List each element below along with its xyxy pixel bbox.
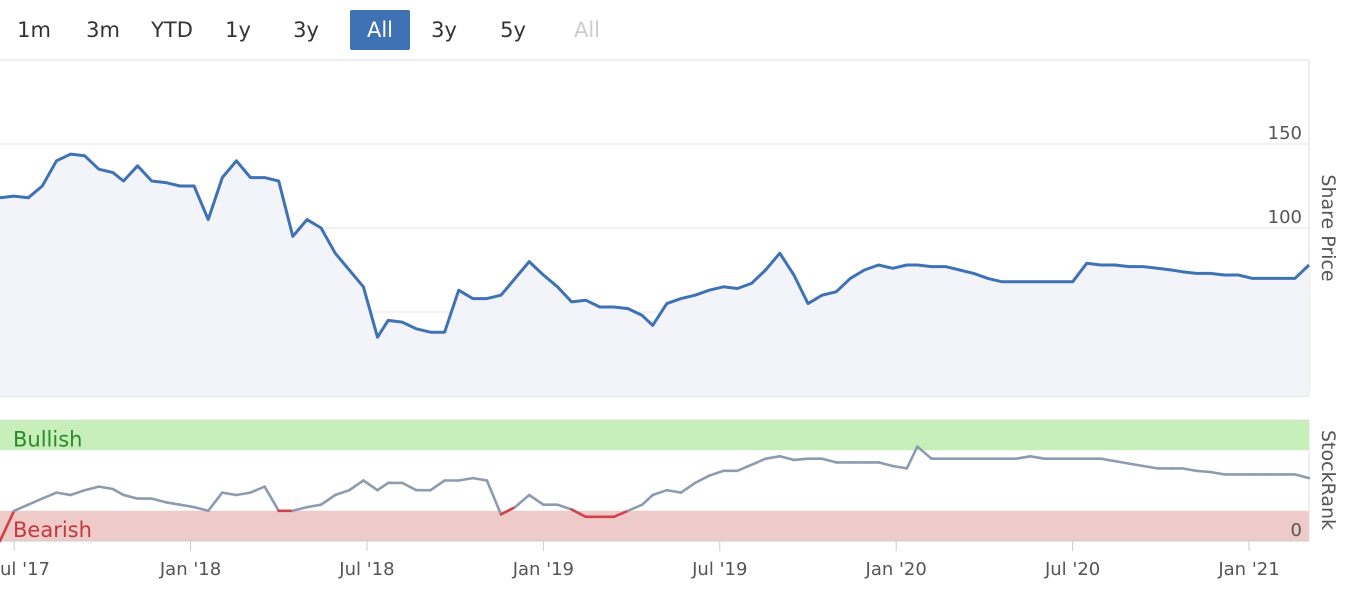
rank-line-segment bbox=[612, 509, 630, 519]
rank-line-segment bbox=[319, 493, 337, 507]
rank-line-segment bbox=[1099, 457, 1117, 463]
rank-line-segment bbox=[916, 445, 933, 461]
bullish-band-label: Bullish bbox=[13, 427, 82, 451]
range-selector: 1m 3m YTD 1y 3y All 3y 5y All bbox=[0, 10, 700, 52]
rank-line-segment bbox=[778, 454, 796, 462]
rank-line-segment bbox=[12, 503, 30, 513]
price-tick-label-100: 100 bbox=[1268, 207, 1302, 228]
rank-line-segment bbox=[527, 493, 545, 507]
range-button-all-5[interactable]: All bbox=[350, 10, 410, 50]
rank-line-segment bbox=[651, 488, 669, 497]
rank-line-segment bbox=[83, 485, 101, 492]
rank-line-segment bbox=[111, 487, 125, 497]
range-button-1y-3[interactable]: 1y bbox=[225, 18, 251, 42]
range-button-3m-1[interactable]: 3m bbox=[86, 18, 120, 42]
x-tick-label-2: Jul '18 bbox=[338, 559, 394, 580]
rank-line-segment bbox=[499, 505, 517, 516]
rank-line-segment bbox=[192, 505, 210, 513]
rank-line-segment bbox=[820, 457, 838, 464]
rank-line-segment bbox=[178, 503, 196, 509]
rank-line-segment bbox=[122, 493, 139, 500]
rank-line-segment bbox=[1180, 467, 1198, 473]
rank-line-segment bbox=[891, 464, 909, 470]
range-button-3y-4[interactable]: 3y bbox=[293, 18, 319, 42]
rank-line-segment bbox=[1141, 464, 1159, 470]
rank-line-segment bbox=[485, 479, 503, 516]
rank-line-segment bbox=[26, 497, 44, 507]
range-button-1m-0[interactable]: 1m bbox=[17, 18, 51, 42]
x-tick-label-3: Jan '19 bbox=[512, 559, 574, 580]
rank-line-segment bbox=[1208, 470, 1226, 476]
rank-line-segment bbox=[55, 491, 72, 497]
rank-line-segment bbox=[69, 488, 86, 497]
rank-line-segment bbox=[0, 509, 16, 543]
rank-tick-label-0: 0 bbox=[1291, 520, 1302, 541]
price-area bbox=[0, 154, 1309, 396]
rank-line-segment bbox=[40, 491, 58, 500]
range-button-5y-7[interactable]: 5y bbox=[500, 18, 526, 42]
rank-line-segment bbox=[707, 469, 725, 478]
rank-line-segment bbox=[333, 488, 351, 497]
rank-line-segment bbox=[471, 476, 489, 482]
price-line bbox=[0, 152, 1311, 339]
rank-line-segment bbox=[150, 497, 168, 504]
rank-line-segment bbox=[665, 488, 683, 494]
bullish-band bbox=[0, 420, 1309, 451]
rank-line-segment bbox=[263, 485, 281, 513]
rank-line-segment bbox=[626, 503, 644, 513]
rank-line-segment bbox=[1127, 462, 1145, 468]
rank-line-segment bbox=[400, 481, 418, 492]
rank-line-segment bbox=[97, 485, 115, 491]
rank-line-segment bbox=[792, 457, 810, 462]
rank-line-segment bbox=[556, 503, 573, 511]
rank-line-segment bbox=[457, 476, 475, 482]
rank-line-segment bbox=[347, 479, 365, 492]
rank-line-segment bbox=[221, 491, 238, 497]
rank-line-segment bbox=[362, 479, 379, 492]
rank-line-segment bbox=[1113, 459, 1131, 465]
rank-line-segment bbox=[693, 474, 711, 485]
rank-line-segment bbox=[764, 454, 782, 461]
rank-line-segment bbox=[905, 445, 919, 470]
rank-line-segment bbox=[206, 491, 224, 513]
range-button-3y-6[interactable]: 3y bbox=[431, 18, 457, 42]
x-tick-label-0: ul '17 bbox=[0, 559, 50, 580]
rank-line-segment bbox=[640, 493, 655, 507]
rank-axis-title: StockRank bbox=[1317, 430, 1339, 530]
price-tick-label-150: 150 bbox=[1268, 123, 1302, 144]
rank-line-segment bbox=[513, 493, 531, 509]
x-tick-label-1: Jan '18 bbox=[159, 559, 221, 580]
rank-line-segment bbox=[679, 481, 697, 494]
rank-line-segment bbox=[1194, 469, 1212, 474]
rank-line-segment bbox=[750, 457, 767, 467]
rank-line-segment bbox=[235, 491, 252, 497]
rank-line-segment bbox=[164, 500, 182, 507]
rank-line-segment bbox=[1293, 473, 1311, 480]
rank-line-segment bbox=[376, 481, 390, 492]
rank-line-segment bbox=[1014, 454, 1032, 461]
rank-line-segment bbox=[877, 461, 895, 468]
rank-line-segment bbox=[736, 463, 753, 473]
x-tick-label-5: Jan '20 bbox=[865, 559, 927, 580]
x-tick-label-7: Jan '21 bbox=[1217, 559, 1279, 580]
rank-line-segment bbox=[291, 505, 309, 513]
price-axis-title: Share Price bbox=[1317, 174, 1339, 281]
rank-line-segment bbox=[249, 485, 266, 494]
range-button-ytd-2[interactable]: YTD bbox=[151, 18, 193, 42]
bearish-band bbox=[0, 510, 1309, 541]
range-button-all-8: All bbox=[573, 18, 601, 42]
rank-line-segment bbox=[570, 508, 588, 519]
rank-line-segment bbox=[305, 503, 323, 509]
bearish-band-label: Bearish bbox=[13, 518, 92, 542]
x-tick-label-6: Jul '20 bbox=[1044, 559, 1100, 580]
rank-line-segment bbox=[429, 479, 446, 492]
rank-line-segment bbox=[1029, 454, 1046, 461]
x-tick-label-4: Jul '19 bbox=[691, 559, 747, 580]
